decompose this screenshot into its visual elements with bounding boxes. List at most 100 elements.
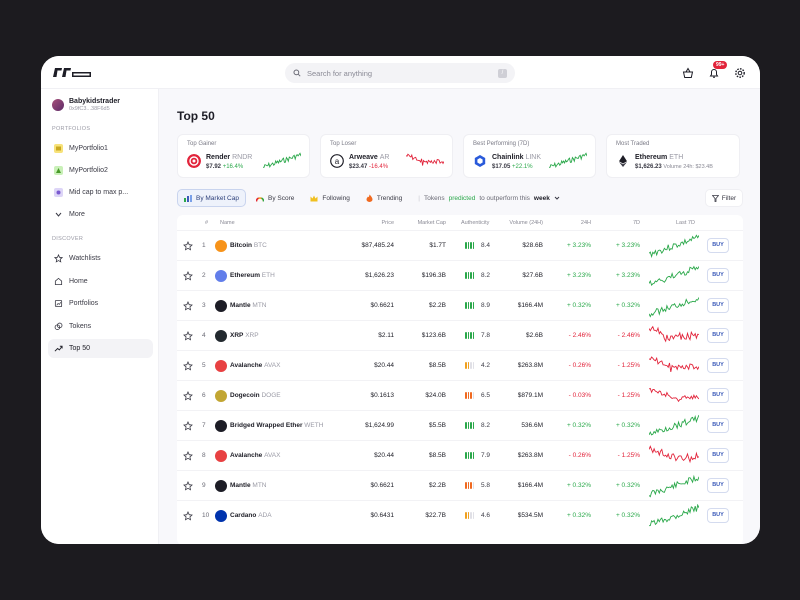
token-name[interactable]: Mantle MTN [230, 482, 267, 489]
col-volume[interactable]: Volume (24H) [509, 220, 543, 226]
buy-button[interactable]: BUY [707, 478, 729, 493]
settings-gear-icon[interactable] [734, 66, 746, 78]
sidebar-item-myportfolio2[interactable]: MyPortfolio2 [48, 161, 153, 180]
sidebar-item-home[interactable]: Home [48, 272, 153, 291]
star-icon[interactable] [183, 451, 193, 461]
top-loser-card[interactable]: Top Loser a Arweave AR $23.47 -16.4% [320, 134, 453, 178]
sidebar-item-more[interactable]: More [48, 205, 153, 224]
buy-button[interactable]: BUY [707, 418, 729, 433]
table-row[interactable]: 4 XRP XRP $2.11 $123.6B 7.8 $2.6B - 2.46% - 2.4… [177, 320, 743, 350]
star-icon[interactable] [183, 421, 193, 431]
search-input[interactable]: Search for anything [307, 68, 373, 78]
token-volume: $534.5M [517, 512, 543, 519]
change-24h: - 2.46% [568, 332, 591, 339]
table-row[interactable]: 7 Bridged Wrapped Ether WETH $1,624.99 $5.5… [177, 410, 743, 440]
top-gainer-card[interactable]: Top Gainer Render RNDR $7.92 +16.4% [177, 134, 310, 178]
prediction-filter[interactable]: | Tokens predicted to outperform this we… [418, 195, 560, 202]
crown-icon [310, 195, 318, 201]
token-name[interactable]: Dogecoin DOGE [230, 392, 281, 399]
star-icon[interactable] [183, 361, 193, 371]
star-icon[interactable] [183, 331, 193, 341]
col-7d[interactable]: 7D [632, 220, 640, 226]
search-bar[interactable]: Search for anything / [285, 63, 515, 83]
col-price[interactable]: Price [381, 220, 394, 226]
portfolio-yellow-icon [54, 144, 63, 153]
filter-icon [711, 194, 719, 202]
table-row[interactable]: 2 Ethereum ETH $1,626.23 $196.3B 8.2 $27.6B + … [177, 260, 743, 290]
star-icon[interactable] [183, 241, 193, 251]
token-name[interactable]: XRP XRP [230, 332, 259, 339]
authenticity-score: 8.2 [481, 272, 491, 279]
table-row[interactable]: 9 Mantle MTN $0.6621 $2.2B 5.8 $166.4M + 0.32%… [177, 470, 743, 500]
last-7d-sparkline [649, 265, 699, 286]
change-7d: - 1.25% [617, 452, 640, 459]
table-row[interactable]: 6 Dogecoin DOGE $0.1613 $24.0B 6.5 $879.1M - 0… [177, 380, 743, 410]
table-row[interactable]: 5 Avalanche AVAX $20.44 $8.5B 4.2 $263.8M - 0.… [177, 350, 743, 380]
wallet-address: 0x9fC3...38F6d5 [69, 106, 110, 112]
best-performing-card[interactable]: Best Performing (7D) Chainlink LINK $17.… [463, 134, 596, 178]
logo-icon[interactable] [52, 66, 92, 78]
buy-button[interactable]: BUY [707, 268, 729, 283]
most-traded-card[interactable]: Most Traded Ethereum ETH $1,626.23 Volum… [606, 134, 740, 178]
change-24h: + 0.32% [566, 422, 591, 429]
tab-by-score[interactable]: By Score [250, 189, 300, 207]
chevron-down-icon [54, 210, 63, 219]
sparkline-path [649, 414, 699, 436]
sidebar-item-portfolios[interactable]: Portfolios [48, 294, 153, 313]
token-volume: $166.4M [517, 482, 543, 489]
token-name[interactable]: Ethereum ETH [230, 272, 275, 279]
buy-button[interactable]: BUY [707, 298, 729, 313]
authenticity-bars [465, 422, 475, 429]
sidebar-item-midcap[interactable]: Mid cap to max p... [48, 183, 153, 202]
flame-icon [366, 194, 373, 202]
buy-button[interactable]: BUY [707, 238, 729, 253]
col-name[interactable]: Name [220, 220, 235, 226]
token-price: $1,624.99 [365, 422, 394, 429]
portfolio-green-icon [54, 166, 63, 175]
filter-button[interactable]: Filter [705, 189, 743, 207]
sidebar-item-myportfolio1[interactable]: MyPortfolio1 [48, 139, 153, 158]
buy-button[interactable]: BUY [707, 448, 729, 463]
token-name[interactable]: Bitcoin BTC [230, 242, 267, 249]
user-profile[interactable]: Babykidstrader 0x9fC3...38F6d5 [52, 98, 120, 112]
card-sparkline [263, 152, 301, 169]
authenticity-bars [465, 362, 475, 369]
col-market-cap[interactable]: Market Cap [417, 220, 446, 226]
col-authenticity[interactable]: Authenticity [461, 220, 490, 226]
col-rank[interactable]: # [205, 220, 209, 226]
buy-button[interactable]: BUY [707, 358, 729, 373]
sidebar-item-top50[interactable]: Top 50 [48, 339, 153, 358]
token-logo-icon [215, 390, 227, 402]
buy-button[interactable]: BUY [707, 388, 729, 403]
sidebar-item-tokens[interactable]: Tokens [48, 317, 153, 336]
sidebar-item-label: More [69, 211, 85, 218]
last-7d-sparkline [649, 445, 699, 464]
star-icon[interactable] [183, 481, 193, 491]
token-name[interactable]: Mantle MTN [230, 302, 267, 309]
buy-button[interactable]: BUY [707, 508, 729, 523]
table-row[interactable]: 1 Bitcoin BTC $87,485.24 $1.7T 8.4 $28.6B + 3.… [177, 230, 743, 260]
star-icon[interactable] [183, 391, 193, 401]
table-row[interactable]: 3 Mantle MTN $0.6621 $2.2B 8.9 $166.4M + 0.32%… [177, 290, 743, 320]
token-name[interactable]: Avalanche AVAX [230, 362, 281, 369]
sidebar-item-label: Mid cap to max p... [69, 189, 129, 196]
star-icon[interactable] [183, 301, 193, 311]
table-row[interactable]: 8 Avalanche AVAX $20.44 $8.5B 7.9 $263.8M - 0.… [177, 440, 743, 470]
sidebar-item-watchlists[interactable]: Watchlists [48, 249, 153, 268]
buy-button[interactable]: BUY [707, 328, 729, 343]
token-name[interactable]: Avalanche AVAX [230, 452, 281, 459]
col-24h[interactable]: 24H [580, 220, 591, 226]
token-market-cap: $196.3B [421, 272, 446, 279]
star-icon[interactable] [183, 511, 193, 521]
notification-bell-icon[interactable]: 99+ [708, 61, 728, 78]
tab-by-market-cap[interactable]: By Market Cap [177, 189, 246, 207]
tab-trending[interactable]: Trending [360, 189, 408, 207]
authenticity-score: 6.5 [481, 392, 491, 399]
token-name[interactable]: Bridged Wrapped Ether WETH [230, 422, 324, 429]
star-icon[interactable] [183, 271, 193, 281]
basket-icon[interactable] [682, 66, 694, 78]
table-row[interactable]: 10 Cardano ADA $0.6431 $22.7B 4.6 $534.5M + 0.… [177, 500, 743, 530]
tab-following[interactable]: Following [304, 189, 355, 207]
authenticity-score: 8.2 [481, 422, 491, 429]
token-name[interactable]: Cardano ADA [230, 512, 272, 519]
